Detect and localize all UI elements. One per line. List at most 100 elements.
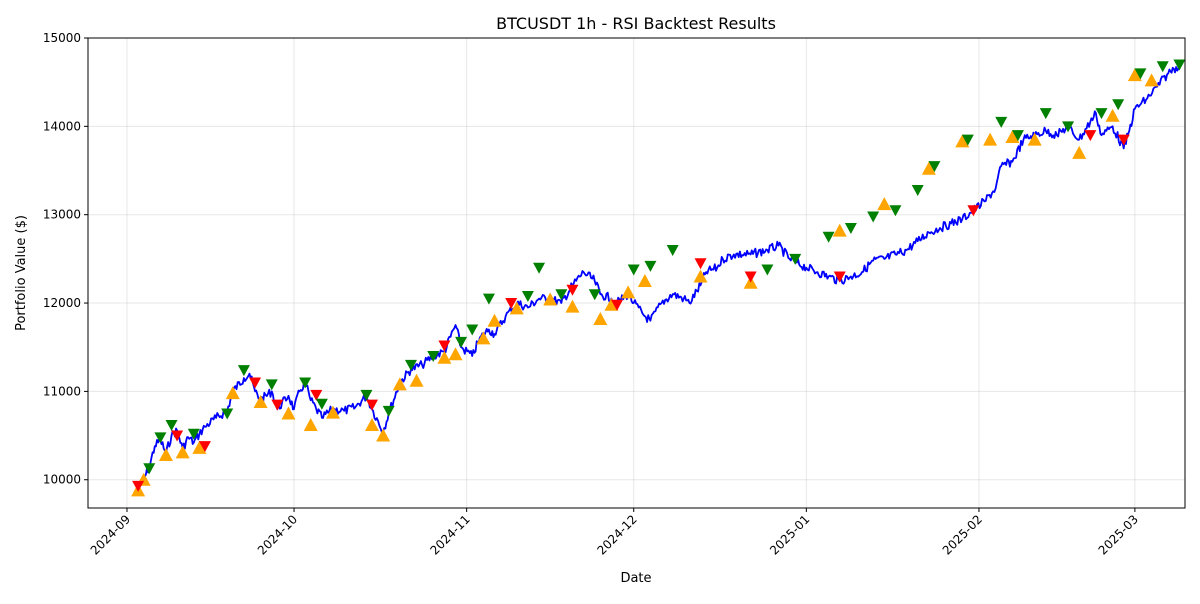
- trade-marker: [1127, 68, 1142, 82]
- sell-signal-marker: [198, 441, 211, 453]
- sell-signal-marker: [132, 480, 145, 492]
- trade-marker: [487, 313, 502, 327]
- buy-signal-marker: [961, 134, 974, 146]
- trade-marker: [253, 394, 268, 408]
- trade-marker: [376, 428, 391, 442]
- buy-signal-marker: [588, 289, 601, 301]
- trade-marker: [637, 273, 652, 287]
- buy-signal-marker: [165, 419, 178, 431]
- y-tick-label: 10000: [43, 473, 81, 487]
- buy-signal-marker: [299, 377, 312, 389]
- buy-signal-marker: [666, 245, 679, 257]
- trade-marker: [983, 132, 998, 146]
- trade-marker: [281, 406, 296, 420]
- sell-signal-marker: [694, 258, 707, 270]
- trade-marker: [593, 311, 608, 325]
- y-tick-label: 12000: [43, 296, 81, 310]
- buy-signal-marker: [1095, 108, 1108, 120]
- y-tick-label: 13000: [43, 208, 81, 222]
- sell-signal-marker: [365, 399, 378, 411]
- buy-signal-marker: [521, 290, 534, 302]
- sell-signal-marker: [744, 271, 757, 283]
- trade-marker: [921, 161, 936, 175]
- trade-marker: [877, 197, 892, 211]
- trade-marker: [437, 350, 452, 364]
- buy-signal-marker: [455, 336, 468, 348]
- buy-signal-marker: [822, 231, 835, 243]
- trade-marker: [158, 447, 173, 461]
- buy-signal-marker: [1039, 108, 1052, 120]
- buy-signal-marker: [867, 211, 880, 223]
- buy-signal-marker: [889, 205, 902, 217]
- trade-marker: [955, 134, 970, 148]
- buy-signal-marker: [466, 324, 479, 336]
- marker-layer: [131, 59, 1186, 497]
- chart-title: BTCUSDT 1h - RSI Backtest Results: [496, 14, 776, 33]
- buy-signal-marker: [789, 253, 802, 265]
- trade-marker: [509, 301, 524, 315]
- trade-marker: [1105, 108, 1120, 122]
- buy-signal-marker: [1062, 121, 1075, 133]
- buy-signal-marker: [911, 184, 924, 196]
- buy-signal-marker: [644, 260, 657, 272]
- trade-marker: [1072, 145, 1087, 159]
- y-tick-label: 11000: [43, 384, 81, 398]
- trade-marker: [604, 297, 619, 311]
- buy-signal-marker: [382, 405, 395, 417]
- sell-signal-marker: [171, 430, 184, 442]
- buy-signal-marker: [761, 264, 774, 276]
- trade-marker: [326, 405, 341, 419]
- x-axis-label: Date: [620, 571, 651, 586]
- trade-marker: [621, 285, 636, 299]
- buy-signal-marker: [404, 359, 417, 371]
- sell-signal-marker: [1117, 134, 1130, 146]
- sell-signal-marker: [833, 271, 846, 283]
- sell-signal-marker: [505, 298, 518, 310]
- trade-marker: [832, 223, 847, 237]
- trade-marker: [364, 417, 379, 431]
- buy-signal-marker: [1011, 130, 1024, 142]
- y-tick-label: 15000: [43, 31, 81, 45]
- y-tick-label: 14000: [43, 119, 81, 133]
- trade-marker: [225, 386, 240, 400]
- trade-marker: [1144, 73, 1159, 87]
- buy-signal-marker: [187, 428, 200, 440]
- buy-signal-marker: [555, 289, 568, 301]
- trade-marker: [693, 269, 708, 283]
- sell-signal-marker: [249, 377, 262, 389]
- sell-signal-marker: [967, 205, 980, 217]
- trade-marker: [303, 417, 318, 431]
- buy-signal-marker: [928, 161, 941, 173]
- y-axis-label: Portfolio Value ($): [14, 215, 29, 331]
- buy-signal-marker: [360, 389, 373, 401]
- buy-signal-marker: [844, 222, 857, 234]
- buy-signal-marker: [995, 116, 1008, 128]
- sell-signal-marker: [310, 389, 323, 401]
- sell-signal-marker: [438, 340, 451, 352]
- buy-signal-marker: [265, 379, 278, 391]
- sell-signal-marker: [566, 284, 579, 296]
- trade-marker: [392, 377, 407, 391]
- trade-marker: [565, 299, 580, 313]
- sell-signal-marker: [271, 399, 284, 411]
- buy-signal-marker: [1134, 68, 1147, 80]
- buy-signal-marker: [143, 463, 156, 475]
- trade-marker: [476, 331, 491, 345]
- buy-signal-marker: [627, 264, 640, 276]
- trade-marker: [1005, 129, 1020, 143]
- trade-marker: [192, 440, 207, 454]
- buy-signal-marker: [1156, 61, 1169, 73]
- buy-signal-marker: [1173, 59, 1186, 71]
- trade-marker: [409, 373, 424, 387]
- trade-marker: [175, 445, 190, 459]
- trade-marker: [448, 347, 463, 361]
- buy-signal-marker: [1112, 99, 1125, 111]
- buy-signal-marker: [533, 262, 546, 274]
- sell-signal-marker: [1084, 130, 1097, 142]
- buy-signal-marker: [427, 351, 440, 363]
- buy-signal-marker: [154, 432, 167, 444]
- trade-marker: [543, 292, 558, 306]
